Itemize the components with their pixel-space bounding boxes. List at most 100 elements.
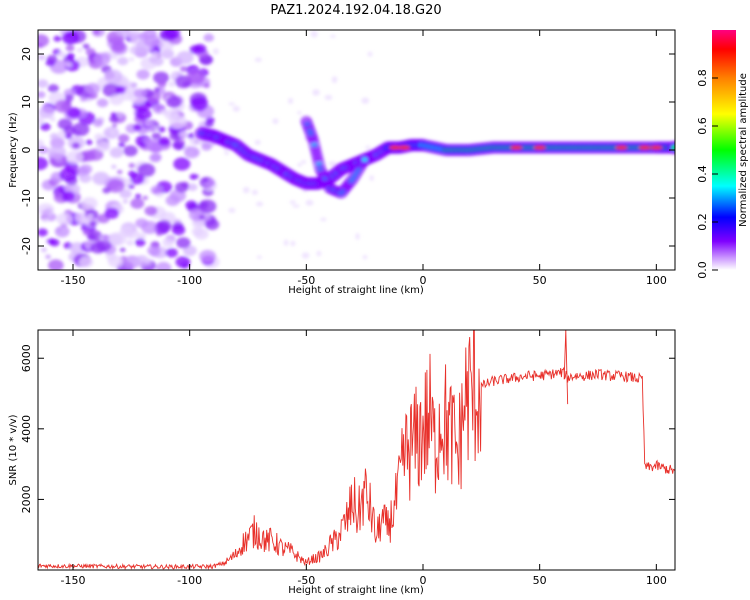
spectrogram-noise-mark bbox=[119, 247, 126, 253]
spectrogram-noise-mark bbox=[128, 57, 135, 62]
colorbar-tick-label: 0.2 bbox=[696, 213, 709, 231]
snr-y-axis-label: SNR (10 * v/v) bbox=[8, 414, 19, 485]
spectrogram-noise-mark bbox=[191, 226, 204, 237]
spectrogram-noise-mark bbox=[82, 43, 90, 50]
spectrogram-noise-mark bbox=[369, 175, 374, 181]
spectrogram-noise-mark bbox=[87, 148, 104, 161]
spectrogram-noise-mark bbox=[305, 199, 314, 206]
spectrogram-noise-mark bbox=[189, 173, 198, 180]
spectrogram-noise-mark bbox=[86, 213, 94, 220]
spectrogram-noise-mark bbox=[116, 169, 123, 175]
spectrogram-y-tick-label: -10 bbox=[20, 189, 33, 207]
spectrogram-ridge-layer bbox=[194, 115, 675, 199]
snr-x-tick-label: -150 bbox=[61, 574, 86, 587]
spectrogram-noise-mark bbox=[224, 150, 230, 156]
spectrogram-noise-mark bbox=[187, 132, 195, 139]
spectrogram-noise-mark bbox=[212, 48, 219, 55]
spectrogram-noise-mark bbox=[176, 50, 194, 65]
spectrogram-noise-mark bbox=[110, 53, 118, 60]
spectrogram-noise-mark bbox=[143, 34, 161, 48]
spectrogram-noise-mark bbox=[198, 215, 205, 220]
spectrogram-noise-mark bbox=[109, 94, 124, 106]
spectrogram-noise-mark bbox=[47, 84, 59, 93]
spectrogram-noise-mark bbox=[79, 173, 92, 183]
spectrogram-noise-mark bbox=[66, 53, 75, 60]
spectrogram-y-tick-label: 20 bbox=[20, 47, 33, 61]
spectrogram-noise-mark bbox=[86, 230, 103, 242]
spectrogram-y-tick-label: 0 bbox=[20, 147, 33, 154]
spectrogram-noise-mark bbox=[168, 81, 176, 87]
spectrogram-noise-mark bbox=[133, 88, 147, 99]
spectrogram-noise-mark bbox=[38, 91, 46, 99]
spectrogram-noise-mark bbox=[316, 250, 322, 257]
spectrogram-noise-mark bbox=[287, 97, 294, 104]
spectrogram-noise-mark bbox=[92, 171, 110, 186]
spectrogram-noise-mark bbox=[301, 160, 307, 164]
spectrogram-noise-mark bbox=[104, 207, 120, 219]
spectrogram-noise-mark bbox=[46, 54, 58, 64]
spectrogram-noise-mark bbox=[242, 186, 250, 194]
spectrogram-noise-mark bbox=[104, 69, 123, 84]
spectrogram-noise-mark bbox=[126, 239, 134, 246]
spectrogram-noise-mark bbox=[272, 118, 279, 125]
spectrogram-noise-mark bbox=[203, 33, 215, 42]
colorbar: 0.0 0.2 0.4 0.6 0.8 Normalized spectral ampl… bbox=[696, 30, 749, 279]
spectrogram-noise-mark bbox=[289, 200, 296, 205]
spectrogram-noise-mark bbox=[123, 145, 138, 157]
snr-plot-area bbox=[38, 330, 675, 570]
spectrogram-noise-mark bbox=[54, 225, 70, 238]
colorbar-label: Normalized spectral amplitude bbox=[738, 73, 749, 227]
spectrogram-noise-mark bbox=[115, 85, 126, 94]
spectrogram-noise-mark bbox=[40, 247, 48, 253]
spectrogram-noise-mark bbox=[66, 150, 84, 164]
colorbar-ticks: 0.0 0.2 0.4 0.6 0.8 bbox=[696, 69, 718, 279]
spectrogram-noise-mark bbox=[109, 115, 119, 123]
spectrogram-noise-mark bbox=[205, 116, 215, 124]
spectrogram-noise-mark bbox=[190, 96, 209, 111]
spectrogram-y-axis-label: Frequency (Hz) bbox=[8, 112, 19, 188]
spectrogram-noise-mark bbox=[57, 118, 73, 130]
spectrogram-noise-mark bbox=[155, 231, 163, 237]
spectrogram-noise-mark bbox=[136, 232, 147, 240]
spectrogram-noise-mark bbox=[81, 197, 98, 210]
spectrogram-noise-mark bbox=[171, 224, 186, 236]
spectrogram-noise-mark bbox=[58, 188, 66, 194]
spectrogram-noise-mark bbox=[38, 54, 46, 61]
spectrogram-noise-mark bbox=[232, 105, 241, 112]
spectrogram-noise-mark bbox=[56, 212, 73, 226]
spectrogram-noise-mark bbox=[116, 112, 124, 118]
spectrogram-noise-mark bbox=[38, 139, 45, 149]
spectrogram-noise-mark bbox=[38, 228, 48, 237]
spectrogram-noise-mark bbox=[71, 122, 90, 137]
spectrogram-noise-mark bbox=[143, 257, 152, 264]
spectrogram-noise-mark bbox=[38, 106, 55, 119]
spectrogram-noise-mark bbox=[193, 43, 207, 54]
spectrogram-noise-mark bbox=[134, 193, 142, 199]
spectrogram-noise-mark bbox=[331, 76, 338, 84]
snr-x-axis-label: Height of straight line (km) bbox=[288, 585, 424, 596]
spectrogram-noise-mark bbox=[151, 132, 162, 140]
spectrogram-y-tick-label: -20 bbox=[20, 237, 33, 255]
spectrogram-noise-mark bbox=[161, 109, 169, 115]
spectrogram-noise-mark bbox=[102, 83, 121, 98]
spectrogram-noise-mark bbox=[57, 51, 66, 58]
spectrogram-noise-mark bbox=[362, 255, 368, 260]
spectrogram-noise-mark bbox=[204, 219, 220, 231]
spectrogram-noise-mark bbox=[141, 220, 159, 234]
spectrogram-noise-mark bbox=[154, 87, 161, 93]
spectrogram-noise-mark bbox=[41, 216, 49, 223]
spectrogram-noise-mark bbox=[111, 41, 126, 53]
spectrogram-y-tick-label: 10 bbox=[20, 95, 33, 109]
spectrogram-noise-mark bbox=[47, 238, 56, 245]
spectrogram-peak-mark bbox=[650, 145, 663, 150]
spectrogram-noise-mark bbox=[94, 133, 104, 141]
spectrogram-noise-mark bbox=[157, 126, 166, 133]
spectrogram-peak-mark bbox=[615, 145, 628, 150]
colorbar-gradient bbox=[712, 30, 736, 270]
spectrogram-noise-mark bbox=[301, 252, 310, 259]
spectrogram-noise-mark bbox=[96, 98, 109, 108]
spectrogram-x-tick-label: -50 bbox=[297, 274, 315, 287]
spectrogram-noise-mark bbox=[143, 138, 153, 146]
spectrogram-x-ticks: -150 -100 -50 0 50 100 bbox=[61, 30, 667, 287]
spectrogram-noise-mark bbox=[95, 239, 112, 252]
